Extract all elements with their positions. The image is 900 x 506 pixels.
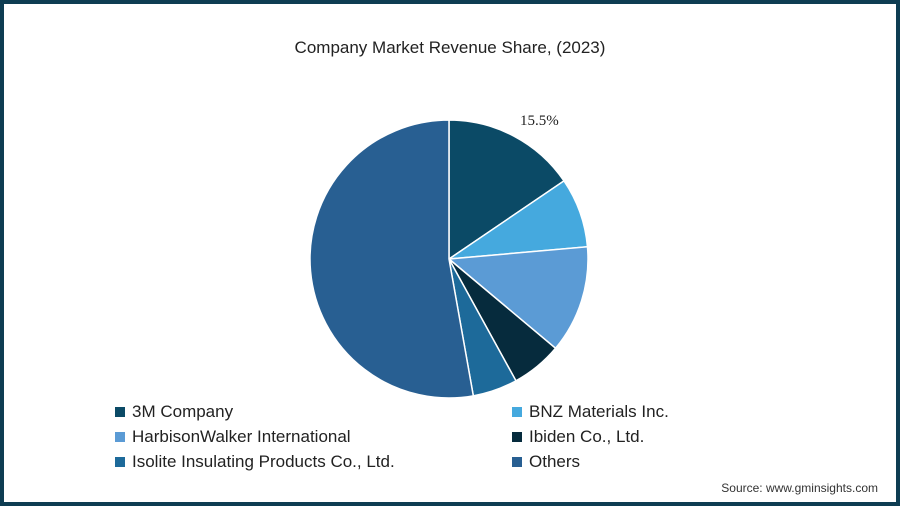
legend-swatch: [512, 407, 522, 417]
legend-swatch: [115, 432, 125, 442]
source-note: Source: www.gminsights.com: [721, 481, 878, 495]
legend-label: Ibiden Co., Ltd.: [529, 427, 645, 446]
legend-item-others: Others: [512, 452, 580, 472]
legend-swatch: [115, 407, 125, 417]
data-label-3m: 15.5%: [520, 113, 559, 129]
legend-item-bnz-materials: BNZ Materials Inc.: [512, 402, 669, 422]
pie-slice-others: [309, 119, 475, 399]
legend-label: Isolite Insulating Products Co., Ltd.: [132, 452, 395, 471]
pie-slice-harbisonwalker-international: [447, 245, 589, 350]
legend-label: 3M Company: [132, 402, 234, 421]
legend-swatch: [512, 432, 522, 442]
legend-label: BNZ Materials Inc.: [529, 402, 669, 421]
legend-swatch: [115, 457, 125, 467]
legend-swatch: [512, 457, 522, 467]
legend-label: Others: [529, 452, 581, 471]
chart-title: Company Market Revenue Share, (2023): [294, 38, 606, 57]
legend-label: HarbisonWalker International: [132, 427, 351, 446]
legend-item-ibiden: Ibiden Co., Ltd.: [512, 427, 644, 447]
legend-item-harbisonwalker: HarbisonWalker International: [115, 427, 351, 447]
pie-slice-3m-company: [448, 119, 566, 261]
legend-item-3m-company: 3M Company: [115, 402, 233, 422]
legend-item-isolite: Isolite Insulating Products Co., Ltd.: [115, 452, 395, 472]
